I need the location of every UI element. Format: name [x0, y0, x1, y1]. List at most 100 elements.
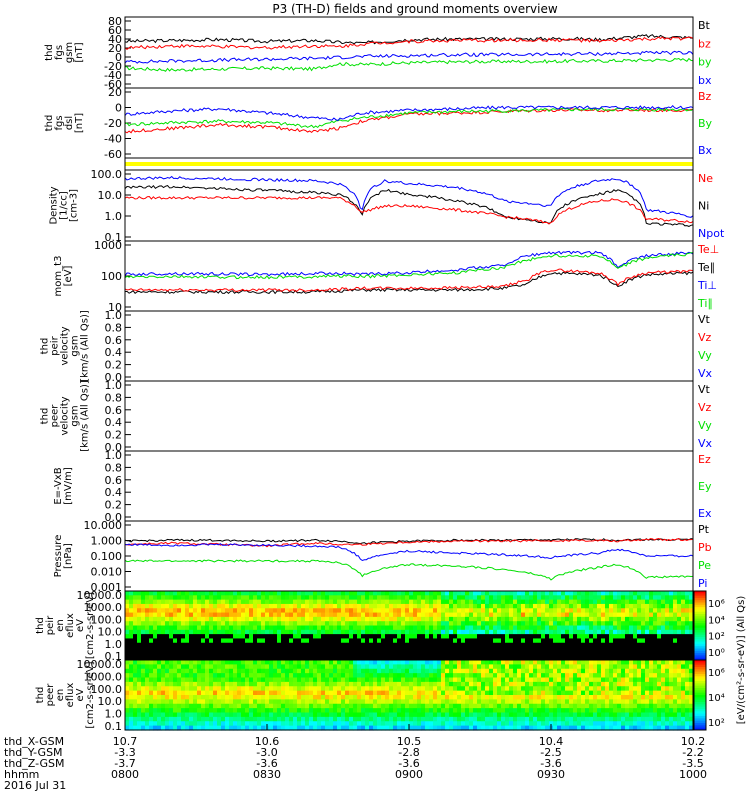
spectrogram-cell — [545, 716, 550, 722]
spectrogram-cell — [341, 690, 346, 696]
spectrogram-cell — [305, 690, 310, 696]
spectrogram-cell — [309, 616, 314, 622]
spectrogram-cell — [129, 686, 134, 692]
spectrogram-cell — [509, 612, 514, 618]
spectrogram-cell — [637, 651, 642, 657]
spectrogram-cell — [309, 629, 314, 635]
spectrogram-cell — [305, 681, 310, 687]
spectrogram-cell — [445, 699, 450, 705]
spectrogram-cell — [389, 699, 394, 705]
spectrogram-cell — [413, 668, 418, 674]
spectrogram-cell — [377, 695, 382, 700]
spectrogram-cell — [641, 708, 646, 714]
spectrogram-cell — [593, 612, 598, 618]
spectrogram-cell — [561, 621, 566, 627]
spectrogram-cell — [433, 625, 438, 631]
spectrogram-cell — [153, 695, 158, 700]
spectrogram-cell — [533, 725, 538, 731]
spectrogram-cell — [281, 673, 286, 679]
spectrogram-cell — [325, 621, 330, 627]
spectrogram-cell — [433, 699, 438, 705]
spectrogram-cell — [645, 668, 650, 674]
spectrogram-cell — [557, 603, 562, 609]
spectrogram-cell — [277, 699, 282, 705]
spectrogram-cell — [617, 591, 622, 596]
spectrogram-cell — [373, 603, 378, 609]
spectrogram-cell — [177, 677, 182, 683]
legend-entry: By — [698, 117, 713, 130]
spectrogram-cell — [233, 690, 238, 696]
spectrogram-cell — [581, 695, 586, 700]
spectrogram-cell — [357, 673, 362, 679]
panel-ylabel: E=-VxB — [53, 467, 64, 504]
spectrogram-cell — [529, 642, 534, 648]
spectrogram-cell — [357, 721, 362, 727]
spectrogram-cell — [577, 664, 582, 670]
spectrogram-cell — [217, 695, 222, 700]
spectrogram-cell — [557, 725, 562, 731]
colorbar-tick: 10⁴ — [708, 615, 725, 626]
spectrogram-cell — [161, 695, 166, 700]
y-tick-label: 10.0 — [98, 626, 123, 639]
spectrogram-cell — [373, 725, 378, 731]
spectrogram-cell — [365, 725, 370, 731]
spectrogram-cell — [205, 703, 210, 709]
spectrogram-cell — [429, 721, 434, 727]
spectrogram-cell — [237, 686, 242, 692]
spectrogram-cell — [181, 625, 186, 631]
spectrogram-cell — [397, 681, 402, 687]
spectrogram-cell — [429, 655, 434, 661]
spectrogram-cell — [213, 721, 218, 727]
spectrogram-cell — [517, 591, 522, 596]
spectrogram-cell — [177, 591, 182, 596]
y-tick-label: 1.0 — [105, 449, 123, 462]
spectrogram-cell — [181, 716, 186, 722]
spectrogram-cell — [353, 668, 358, 674]
spectrogram-cell — [281, 721, 286, 727]
spectrogram-cell — [669, 716, 674, 722]
spectrogram-cell — [533, 699, 538, 705]
spectrogram-cell — [669, 616, 674, 622]
spectrogram-cell — [461, 664, 466, 670]
spectrogram-cell — [333, 591, 338, 596]
spectrogram-cell — [621, 651, 626, 657]
spectrogram-cell — [289, 595, 294, 601]
spectrogram-cell — [633, 591, 638, 596]
spectrogram-cell — [221, 603, 226, 609]
spectrogram-cell — [673, 712, 678, 718]
spectrogram-cell — [501, 616, 506, 622]
spectrogram-cell — [461, 699, 466, 705]
spectrogram-cell — [329, 721, 334, 727]
spectrogram-cell — [245, 634, 250, 640]
spectrogram-cell — [133, 695, 138, 700]
spectrogram-cell — [273, 625, 278, 631]
spectrogram-cell — [257, 638, 262, 644]
spectrogram-cell — [217, 699, 222, 705]
spectrogram-cell — [633, 634, 638, 640]
spectrogram-cell — [189, 668, 194, 674]
x-row-label: thd_X-GSM — [4, 735, 64, 748]
spectrogram-cell — [229, 677, 234, 683]
spectrogram-cell — [313, 668, 318, 674]
spectrogram-cell — [273, 647, 278, 652]
spectrogram-cell — [425, 621, 430, 627]
spectrogram-cell — [353, 721, 358, 727]
spectrogram-cell — [585, 612, 590, 618]
spectrogram-cell — [417, 591, 422, 596]
spectrogram-cell — [177, 655, 182, 661]
spectrogram-cell — [281, 603, 286, 609]
spectrogram-cell — [261, 677, 266, 683]
spectrogram-cell — [413, 677, 418, 683]
spectrogram-cell — [609, 612, 614, 618]
spectrogram-cell — [521, 708, 526, 714]
spectrogram-cell — [477, 695, 482, 700]
spectrogram-cell — [393, 695, 398, 700]
spectrogram-cell — [289, 699, 294, 705]
spectrogram-cell — [353, 703, 358, 709]
spectrogram-cell — [269, 712, 274, 718]
panel-ylabel: gsm — [70, 335, 81, 356]
spectrogram-cell — [689, 642, 694, 648]
legend-entry: Vt — [698, 313, 711, 326]
y-tick-label: 0.001 — [91, 581, 123, 594]
spectrogram-cell — [557, 616, 562, 622]
